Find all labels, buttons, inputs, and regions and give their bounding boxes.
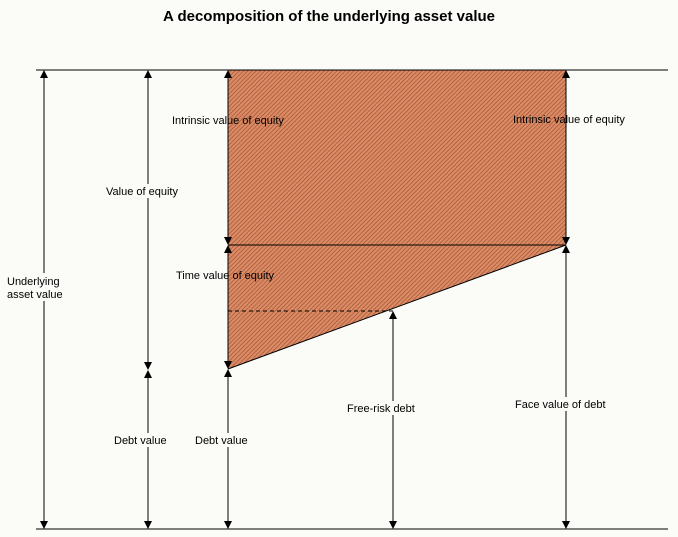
debt-value-mid-label-bg	[192, 433, 250, 447]
value-of-equity-label-bg	[104, 184, 180, 198]
face-value-label-bg	[512, 397, 608, 411]
free-risk-debt-label: Free-risk debt	[347, 403, 415, 415]
value-of-equity-label: Value of equity	[106, 186, 178, 198]
debt-value-left-label-bg	[112, 433, 170, 447]
intrinsic-value-left-label: Intrinsic value of equity	[172, 115, 284, 127]
intrinsic-value-region	[228, 70, 566, 245]
free-risk-label-bg	[344, 401, 418, 415]
underlying-label-bg	[4, 273, 70, 301]
diagram-title: A decomposition of the underlying asset …	[163, 8, 495, 25]
debt-value-mid-label: Debt value	[195, 435, 248, 447]
time-value-label: Time value of equity	[176, 270, 275, 282]
face-value-of-debt-label: Face value of debt	[515, 399, 606, 411]
underlying-asset-label-line1: Underlying	[7, 276, 60, 288]
debt-slope-line	[227, 244, 567, 370]
debt-value-left-label: Debt value	[114, 435, 167, 447]
intrinsic-value-right-label: Intrinsic value of equity	[513, 114, 625, 126]
underlying-asset-label-line2: asset value	[7, 289, 63, 301]
